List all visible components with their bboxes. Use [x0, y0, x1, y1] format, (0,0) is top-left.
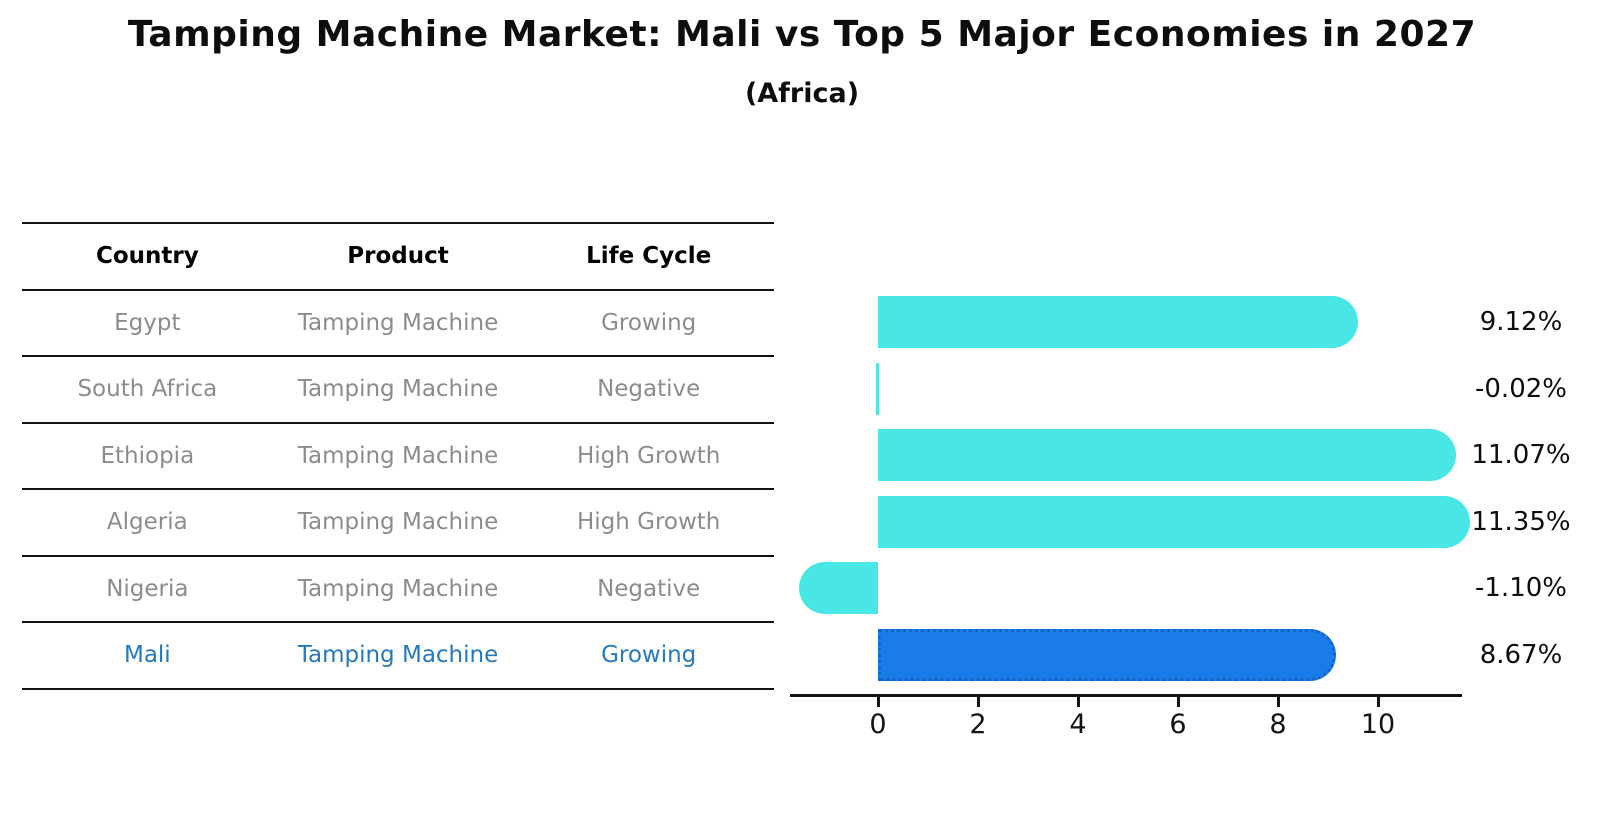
- cell-product: Tamping Machine: [297, 575, 499, 602]
- cell-life-cycle: Growing: [601, 309, 697, 336]
- value-label: 11.07%: [1471, 440, 1571, 470]
- value-label: -1.10%: [1475, 573, 1567, 603]
- cell-product: Tamping Machine: [297, 509, 499, 536]
- value-label: -0.02%: [1475, 373, 1567, 404]
- x-axis-line: [790, 694, 1462, 697]
- cell-country: Nigeria: [106, 575, 189, 602]
- x-tick-label: 6: [1169, 709, 1187, 740]
- country-table: Country Product Life Cycle Egypt Tamping Mac…: [22, 222, 774, 690]
- cell-product: Tamping Machine: [297, 376, 499, 403]
- x-tick-label: 0: [869, 709, 887, 740]
- x-tick-label: 4: [1069, 709, 1087, 740]
- table-row: Mali Tamping Machine Growing: [22, 621, 774, 690]
- column-header-life-cycle: Life Cycle: [586, 243, 712, 270]
- bar-south-africa: [876, 362, 879, 415]
- table-row: Egypt Tamping Machine Growing: [22, 288, 774, 356]
- cell-product: Tamping Machine: [297, 309, 499, 336]
- column-header-country: Country: [95, 243, 199, 270]
- cell-country: Mali: [123, 642, 171, 669]
- x-tick-label: 2: [969, 709, 987, 740]
- table-row: Ethiopia Tamping Machine High Growth: [22, 421, 774, 489]
- value-label: 9.12%: [1479, 307, 1563, 337]
- bar-ethiopia: [878, 429, 1456, 481]
- table-row: Nigeria Tamping Machine Negative: [22, 554, 774, 622]
- value-label: 8.67%: [1479, 639, 1563, 670]
- column-header-product: Product: [347, 243, 449, 270]
- table-header-row: Country Product Life Cycle: [22, 222, 774, 289]
- bar-nigeria: [799, 562, 878, 614]
- cell-life-cycle: Growing: [601, 642, 697, 669]
- cell-life-cycle: Negative: [597, 575, 701, 602]
- cell-country: Egypt: [114, 309, 181, 336]
- x-tick: [1177, 697, 1180, 707]
- x-tick: [1377, 697, 1380, 707]
- cell-life-cycle: Negative: [597, 376, 701, 403]
- chart-subtitle: (Africa): [744, 78, 860, 109]
- cell-product: Tamping Machine: [297, 642, 499, 669]
- value-label: 11.35%: [1471, 506, 1571, 537]
- cell-life-cycle: High Growth: [576, 509, 721, 536]
- bar-algeria: [878, 495, 1470, 548]
- cell-country: South Africa: [77, 376, 218, 403]
- x-tick: [1277, 697, 1280, 707]
- table-row: Algeria Tamping Machine High Growth: [22, 488, 774, 555]
- bar-egypt: [878, 296, 1358, 348]
- x-tick-label: 8: [1269, 709, 1287, 740]
- x-tick: [977, 697, 980, 707]
- x-tick: [877, 697, 880, 707]
- chart-title: Tamping Machine Market: Mali vs Top 5 Ma…: [127, 14, 1477, 55]
- cell-country: Algeria: [106, 509, 188, 536]
- cell-country: Ethiopia: [100, 442, 195, 469]
- table-row: South Africa Tamping Machine Negative: [22, 355, 774, 422]
- x-tick: [1077, 697, 1080, 707]
- x-tick-label: 10: [1360, 709, 1396, 740]
- cell-product: Tamping Machine: [297, 442, 499, 469]
- bar-mali: [878, 628, 1336, 681]
- cell-life-cycle: High Growth: [576, 442, 721, 469]
